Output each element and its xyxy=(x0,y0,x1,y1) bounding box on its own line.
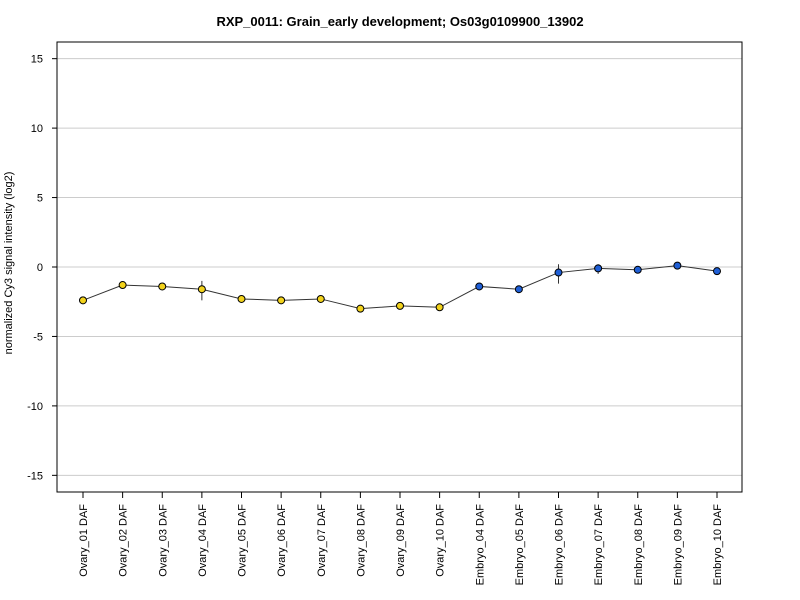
x-tick-label: Embryo_09 DAF xyxy=(672,504,684,586)
x-tick-label: Embryo_05 DAF xyxy=(514,504,526,586)
data-point xyxy=(713,267,721,276)
data-point xyxy=(237,294,246,303)
gridlines xyxy=(57,58,742,476)
data-point xyxy=(118,281,127,290)
x-tick-label: Ovary_03 DAF xyxy=(157,504,169,577)
y-axis-title: normalized Cy3 signal intensity (log2) xyxy=(3,172,15,355)
data-point xyxy=(277,296,286,305)
data-point xyxy=(197,285,206,294)
y-tick-label: 0 xyxy=(37,262,43,274)
data-point xyxy=(356,304,365,313)
data-point xyxy=(435,303,444,312)
series-line xyxy=(79,261,721,313)
chart-title: RXP_0011: Grain_early development; Os03g… xyxy=(216,14,584,29)
x-tick-label: Ovary_06 DAF xyxy=(276,504,288,577)
x-tick-label: Embryo_07 DAF xyxy=(593,504,605,586)
y-tick-label: 10 xyxy=(31,123,43,135)
x-tick-label: Ovary_09 DAF xyxy=(395,504,407,577)
data-point xyxy=(594,264,603,273)
x-tick-label: Embryo_06 DAF xyxy=(554,504,566,586)
y-axis: 15 10 5 0 -5 -10 -15 xyxy=(27,54,57,482)
data-point xyxy=(158,282,167,291)
y-tick-label: -15 xyxy=(27,470,43,482)
x-tick-label: Ovary_02 DAF xyxy=(118,504,130,577)
x-axis: Ovary_01 DAF Ovary_02 DAF Ovary_03 DAF Ovar… xyxy=(78,492,724,585)
data-point xyxy=(316,294,325,303)
x-tick-label: Ovary_08 DAF xyxy=(355,504,367,577)
x-tick-label: Ovary_04 DAF xyxy=(197,504,209,577)
x-tick-label: Ovary_01 DAF xyxy=(78,504,90,577)
x-tick-label: Embryo_04 DAF xyxy=(474,504,486,586)
x-tick-label: Ovary_05 DAF xyxy=(237,504,249,577)
data-point xyxy=(79,296,87,305)
data-point xyxy=(514,285,523,294)
x-tick-label: Ovary_10 DAF xyxy=(435,504,447,577)
data-point xyxy=(673,261,682,270)
data-point xyxy=(633,265,642,274)
y-tick-label: 15 xyxy=(31,54,43,66)
y-tick-label: -5 xyxy=(33,331,43,343)
data-point xyxy=(475,282,484,291)
data-point xyxy=(554,268,563,277)
x-tick-label: Embryo_08 DAF xyxy=(633,504,645,586)
x-tick-label: Ovary_07 DAF xyxy=(316,504,328,577)
y-tick-label: -10 xyxy=(27,401,43,413)
x-tick-label: Embryo_10 DAF xyxy=(712,504,724,586)
data-point xyxy=(396,301,404,310)
y-tick-label: 5 xyxy=(37,193,43,205)
